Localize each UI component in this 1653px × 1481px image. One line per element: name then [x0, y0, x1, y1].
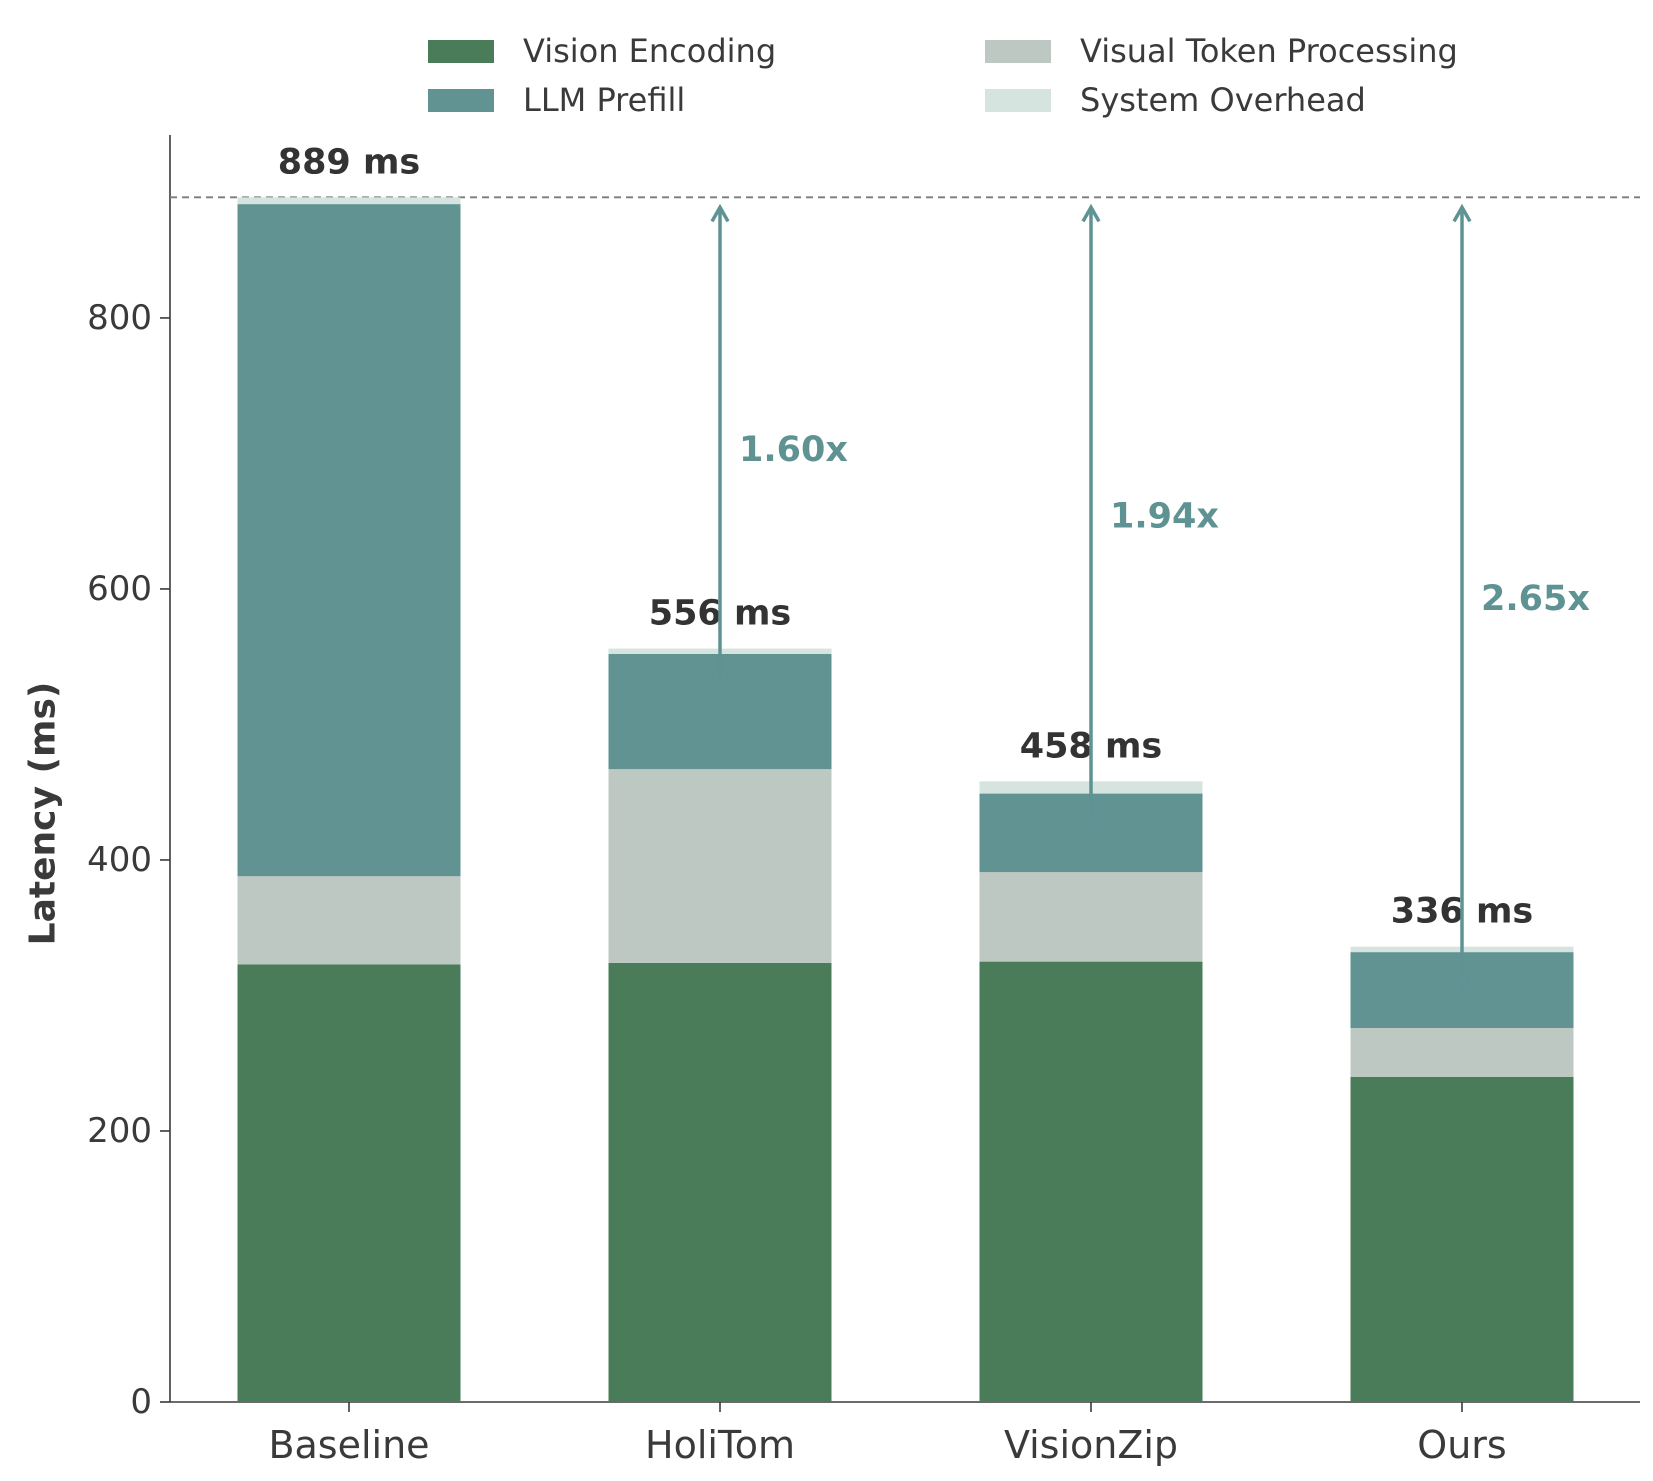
bar-segment	[237, 197, 461, 205]
bar-segment	[1350, 1076, 1574, 1402]
x-tick-label: Ours	[1417, 1423, 1506, 1467]
bar-segment	[237, 876, 461, 965]
speedup-label: 1.94x	[1110, 496, 1219, 536]
total-label: 889 ms	[278, 142, 421, 182]
x-tick-label: HoliTom	[645, 1423, 795, 1467]
speedup-label: 1.60x	[739, 430, 848, 470]
legend: Vision Encoding Visual Token Processing LL…	[428, 32, 1458, 119]
legend-swatch	[985, 40, 1051, 63]
bar-segment	[608, 769, 832, 963]
legend-label: LLM Prefill	[523, 81, 685, 119]
bar-segment	[979, 961, 1203, 1402]
speedup-arrow-head-up	[1452, 203, 1472, 223]
x-tick-label: VisionZip	[1004, 1423, 1178, 1467]
legend-swatch	[428, 40, 494, 63]
y-tick-label: 0	[130, 1382, 152, 1422]
y-tick-label: 200	[87, 1111, 152, 1151]
x-tick-label: Baseline	[268, 1423, 429, 1467]
legend-swatch	[428, 89, 494, 112]
bar-segment	[237, 964, 461, 1402]
speedup-arrow-head-up	[1081, 203, 1101, 223]
y-tick-label: 800	[87, 298, 152, 338]
legend-label: Visual Token Processing	[1080, 32, 1458, 70]
speedup-annotations: 1.60x 1.94x 2.65x	[710, 203, 1590, 995]
bar-segment	[1350, 1027, 1574, 1077]
legend-label: System Overhead	[1080, 81, 1366, 119]
speedup-arrow-head-down	[1081, 810, 1101, 829]
axes: 0 200 400 600 800 Latency (ms) Baseline HoliTom…	[23, 135, 1640, 1467]
y-tick-label: 600	[87, 569, 152, 609]
legend-label: Vision Encoding	[523, 32, 776, 70]
speedup-arrow-head-down	[710, 677, 730, 697]
legend-swatch	[985, 89, 1051, 112]
bar-segment	[979, 872, 1203, 962]
y-tick-label: 400	[87, 840, 152, 880]
speedup-arrow-head-down	[1452, 975, 1472, 995]
y-axis-title: Latency (ms)	[23, 682, 64, 946]
bars	[237, 197, 1574, 1402]
bar-segment	[237, 204, 461, 877]
speedup-arrow-head-up	[710, 203, 730, 223]
speedup-label: 2.65x	[1481, 579, 1590, 619]
bar-segment	[608, 962, 832, 1402]
